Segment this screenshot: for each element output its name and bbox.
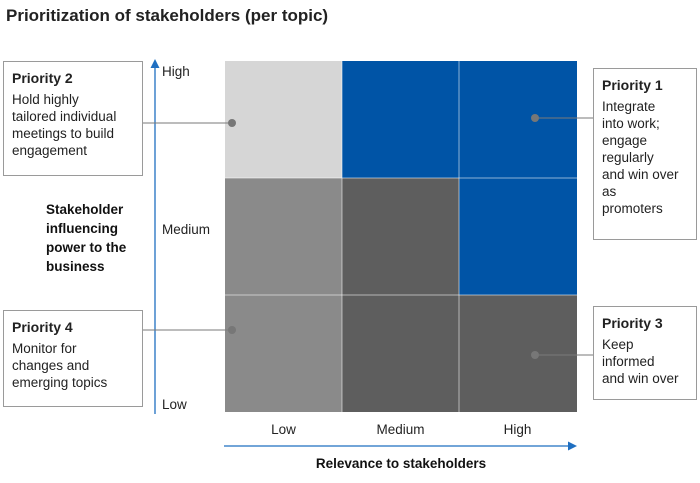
page-title: Prioritization of stakeholders (per topi… (6, 6, 329, 25)
dot-priority-4 (228, 326, 236, 334)
cell-medium-medium (342, 178, 459, 295)
priority-2-text: Hold highly tailored individual meetings… (12, 92, 117, 158)
x-axis-label: Relevance to stakeholders (315, 456, 487, 471)
connector-priority-3 (531, 351, 593, 359)
connector-priority-2 (143, 119, 236, 127)
x-tick-medium: Medium (376, 422, 425, 437)
cell-low-low (225, 295, 342, 412)
priority-4-box: Priority 4 Monitor for changes and emerg… (3, 310, 143, 407)
connector-priority-1 (531, 114, 593, 122)
cell-high-medium (342, 61, 459, 178)
priority-3-title: Priority 3 (602, 315, 663, 331)
x-tick-high: High (503, 422, 532, 437)
y-axis-arrow (150, 59, 160, 414)
priority-3-box: Priority 3 Keep informed and win over (593, 306, 697, 400)
cell-high-low (225, 61, 342, 178)
dot-priority-2 (228, 119, 236, 127)
priority-3-text: Keep informed and win over (602, 337, 679, 386)
x-tick-low: Low (271, 422, 296, 437)
priority-2-box: Priority 2 Hold highly tailored individu… (3, 61, 143, 176)
dot-priority-1 (531, 114, 539, 122)
priority-4-text: Monitor for changes and emerging topics (12, 341, 108, 390)
y-axis-label: Stakeholder influencing power to the bus… (46, 202, 127, 274)
connector-priority-4 (143, 326, 236, 334)
y-tick-high: High (162, 64, 190, 79)
cell-low-high (459, 295, 577, 412)
grid-separators (225, 61, 577, 412)
priority-4-title: Priority 4 (12, 319, 73, 335)
priority-1-box: Priority 1 Integrate into work; engage r… (593, 68, 697, 240)
cell-high-high (459, 61, 577, 178)
dot-priority-3 (531, 351, 539, 359)
y-tick-medium: Medium (162, 222, 211, 237)
priority-1-title: Priority 1 (602, 77, 663, 93)
cell-low-medium (342, 295, 459, 412)
cell-medium-high (459, 178, 577, 295)
priority-2-title: Priority 2 (12, 70, 73, 86)
cell-medium-low (225, 178, 342, 295)
y-tick-low: Low (162, 397, 187, 412)
priority-1-text: Integrate into work; engage regularly an… (602, 99, 679, 216)
x-axis-arrow (224, 441, 577, 451)
